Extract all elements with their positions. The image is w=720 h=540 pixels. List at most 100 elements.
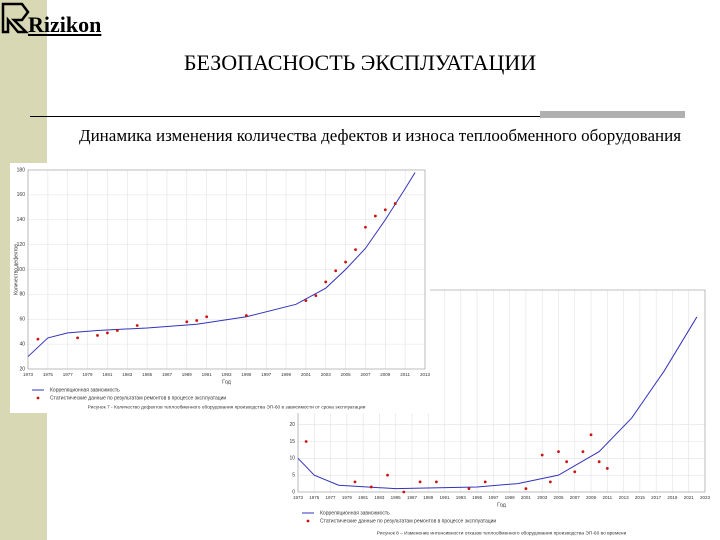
data-point xyxy=(597,460,601,464)
x-tick-label: 1987 xyxy=(162,372,173,377)
y-tick-label: 5 xyxy=(292,472,295,478)
data-point xyxy=(565,460,569,464)
x-tick-label: 2011 xyxy=(602,495,612,500)
chart-1: 20 40 60 80 100 120 140 160 180 1973 1975 1977 1979 1… xyxy=(10,163,430,413)
logo-emblem xyxy=(1,2,30,34)
data-point xyxy=(96,334,99,337)
data-point xyxy=(205,315,209,319)
data-point xyxy=(548,480,552,484)
y-tick-label: 80 xyxy=(19,292,25,298)
data-point xyxy=(314,294,318,298)
x-tick-label: 1989 xyxy=(182,372,193,377)
x-tick-label: 1991 xyxy=(440,495,451,500)
data-point xyxy=(304,440,308,443)
legend-swatch xyxy=(36,396,40,400)
x-tick-label: 2001 xyxy=(521,495,532,500)
data-point xyxy=(304,299,308,302)
x-tick-label: 1973 xyxy=(23,372,34,377)
x-tick-label: 2013 xyxy=(420,372,430,377)
correlation-line xyxy=(297,316,698,490)
y-tick-label: 0 xyxy=(292,489,295,495)
y-tick-label: 140 xyxy=(17,217,26,223)
data-point xyxy=(369,485,373,489)
data-point xyxy=(483,480,487,484)
legend-label: Корреляционная зависимость xyxy=(50,387,120,393)
data-point xyxy=(244,314,248,317)
x-tick-label: 2015 xyxy=(635,495,646,500)
x-tick-label: 1997 xyxy=(261,372,272,377)
x-tick-label: 2007 xyxy=(360,372,371,377)
correlation-line xyxy=(27,172,416,357)
x-tick-label: 2013 xyxy=(619,495,630,500)
data-point xyxy=(76,336,80,340)
legend-label: Статистические данные по результатам рем… xyxy=(50,395,226,401)
y-tick-label: 100 xyxy=(17,267,26,273)
x-tick-label: 2021 xyxy=(684,495,695,500)
x-tick-label: 1973 xyxy=(293,495,304,500)
x-tick-label: 1977 xyxy=(326,495,337,500)
x-tick-label: 1993 xyxy=(456,495,467,500)
data-point xyxy=(383,208,387,212)
data-point xyxy=(185,320,189,324)
data-point xyxy=(106,331,109,335)
y-tick-label: 40 xyxy=(19,341,25,347)
x-tick-label: 1995 xyxy=(241,372,252,377)
x-tick-label: 1983 xyxy=(122,372,133,377)
data-point xyxy=(393,202,397,205)
y-tick-label: 20 xyxy=(19,366,25,372)
x-tick-label: 1977 xyxy=(63,372,74,377)
data-point xyxy=(402,490,406,494)
x-axis-label: Год xyxy=(222,379,232,385)
data-point xyxy=(524,487,528,491)
data-point xyxy=(344,260,347,264)
x-tick-label: 1975 xyxy=(309,495,320,500)
data-point xyxy=(115,329,119,332)
x-tick-label: 1985 xyxy=(391,495,402,500)
data-point xyxy=(589,433,593,437)
data-point xyxy=(540,453,544,457)
data-point xyxy=(354,248,357,251)
x-tick-label: 1981 xyxy=(358,495,369,500)
y-tick-label: 15 xyxy=(289,439,295,445)
data-point xyxy=(334,269,338,273)
x-tick-label: 1987 xyxy=(407,495,418,500)
legend-label: Корреляционная зависимость xyxy=(320,510,390,516)
x-tick-label: 1979 xyxy=(83,372,94,377)
x-tick-label: 1993 xyxy=(221,372,232,377)
data-point xyxy=(467,487,471,491)
data-point xyxy=(557,450,560,453)
x-tick-label: 1985 xyxy=(142,372,153,377)
legend-swatch xyxy=(306,519,310,523)
x-tick-label: 2003 xyxy=(321,372,332,377)
legend-label: Статистические данные по результатам рем… xyxy=(320,518,496,524)
x-tick-label: 2017 xyxy=(651,495,662,500)
x-tick-label: 2005 xyxy=(341,372,352,377)
x-tick-label: 2009 xyxy=(586,495,597,500)
x-tick-label: 2001 xyxy=(301,372,312,377)
x-tick-label: 1975 xyxy=(43,372,54,377)
x-tick-label: 1999 xyxy=(281,372,292,377)
x-tick-label: 1979 xyxy=(342,495,353,500)
data-point xyxy=(364,225,367,229)
caption: Рисунок 8 – Изменение интенсивности отка… xyxy=(377,530,627,536)
x-tick-label: 1981 xyxy=(102,372,113,377)
data-point xyxy=(36,337,40,341)
caption: Рисунок 7 - Количество дефектов теплообм… xyxy=(88,404,366,410)
data-point xyxy=(195,319,199,322)
data-point xyxy=(386,473,389,477)
y-axis-label: Количество дефектов xyxy=(13,244,19,295)
rule xyxy=(30,116,540,117)
y-tick-label: 120 xyxy=(17,242,26,248)
data-point xyxy=(324,280,328,284)
data-point xyxy=(573,470,577,474)
x-tick-label: 2003 xyxy=(537,495,548,500)
x-tick-label: 2005 xyxy=(553,495,564,500)
x-tick-label: 1999 xyxy=(505,495,516,500)
x-tick-label: 2007 xyxy=(570,495,581,500)
data-point xyxy=(135,324,139,327)
x-tick-label: 1997 xyxy=(488,495,499,500)
x-tick-label: 2011 xyxy=(400,372,410,377)
logo: Rizikon xyxy=(28,12,102,37)
x-axis-label: Год xyxy=(497,502,507,508)
